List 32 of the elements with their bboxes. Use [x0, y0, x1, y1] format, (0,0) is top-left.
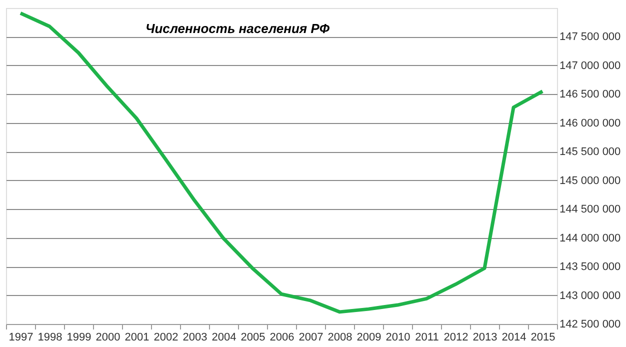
x-tick-label: 2013 [472, 332, 498, 344]
x-tick-label: 2004 [212, 332, 236, 344]
x-tick-label: 2014 [502, 332, 526, 344]
x-tick-label: 2003 [182, 332, 208, 344]
y-tick-label: 147 000 000 [560, 60, 621, 72]
y-tick-label: 145 000 000 [560, 174, 621, 187]
y-tick-label: 145 500 000 [560, 146, 621, 158]
x-tick-label: 2011 [415, 332, 439, 344]
x-tick-label: 2002 [154, 332, 178, 344]
y-tick-label: 142 500 000 [560, 318, 621, 330]
x-tick-label: 2015 [530, 332, 556, 344]
y-tick-label: 146 000 000 [560, 117, 621, 130]
line-series [18, 11, 544, 314]
x-tick-label: 2012 [444, 332, 468, 344]
x-tick-label: 1998 [38, 332, 62, 344]
x-tick-label: 1999 [66, 332, 92, 344]
y-tick-label: 147 500 000 [560, 31, 621, 44]
y-tick-label: 144 000 000 [560, 232, 621, 244]
x-tick-label: 2006 [270, 332, 294, 344]
x-tick-label: 2005 [240, 332, 266, 344]
y-tick-label: 144 500 000 [560, 204, 621, 216]
x-tick-label: 2007 [298, 332, 324, 344]
y-tick-label: 143 500 000 [560, 261, 621, 274]
x-tick-label: 2008 [328, 332, 352, 344]
y-tick-label: 143 000 000 [560, 290, 621, 302]
y-tick-label: 146 500 000 [560, 88, 621, 101]
x-tick-label: 2000 [96, 332, 120, 344]
x-tick-label: 2010 [386, 332, 410, 344]
x-tick-label: 2001 [124, 332, 150, 344]
text: Численность населения РФ [146, 21, 330, 36]
x-tick-label: 2009 [356, 332, 382, 344]
x-tick-label: 1997 [8, 332, 34, 344]
